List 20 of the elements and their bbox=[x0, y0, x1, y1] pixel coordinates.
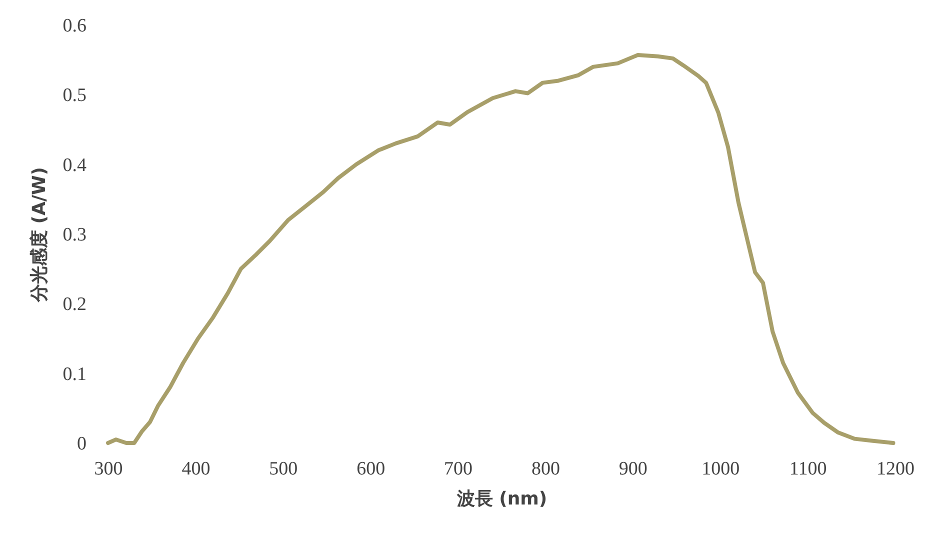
y-tick-label: 0.6 bbox=[62, 16, 86, 36]
x-tick-label: 500 bbox=[269, 458, 298, 480]
y-tick-label: 0.5 bbox=[62, 85, 86, 106]
y-axis-title: 分光感度 (A/W) bbox=[28, 166, 50, 304]
y-tick-label: 0 bbox=[77, 434, 86, 454]
x-axis-title: 波長 (nm) bbox=[456, 488, 548, 510]
x-tick-label: 1000 bbox=[702, 458, 740, 480]
x-tick-label: 900 bbox=[618, 458, 648, 480]
line-series bbox=[106, 52, 896, 445]
y-tick-label: 0.1 bbox=[62, 364, 86, 385]
y-tick-label: 0.2 bbox=[62, 294, 86, 316]
x-tick-label: 700 bbox=[444, 458, 473, 480]
x-tick-label: 1100 bbox=[789, 458, 827, 480]
x-tick-label: 800 bbox=[531, 458, 560, 480]
y-tick-label: 0.4 bbox=[62, 154, 87, 176]
x-tick-label: 400 bbox=[182, 458, 210, 480]
x-tick-label: 1200 bbox=[876, 458, 914, 480]
y-tick-label: 0.3 bbox=[62, 224, 86, 246]
x-tick-label: 600 bbox=[356, 458, 386, 480]
x-tick-label: 300 bbox=[94, 458, 123, 480]
